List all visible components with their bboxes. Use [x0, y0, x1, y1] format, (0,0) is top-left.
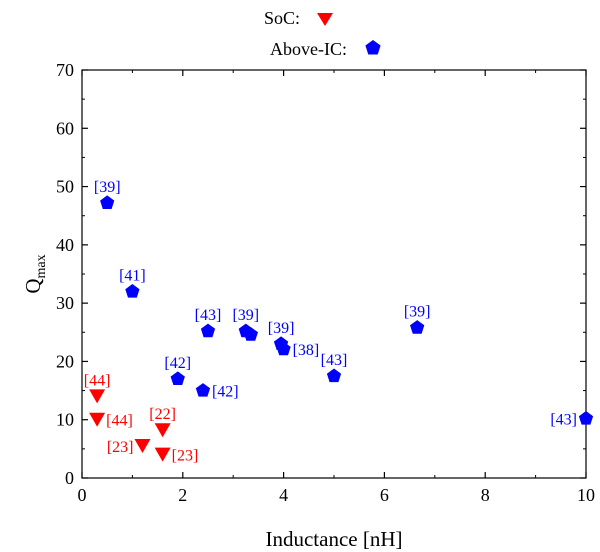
above-ic-point [125, 284, 140, 298]
x-axis-title: Inductance [nH] [265, 527, 402, 551]
y-tick-label: 60 [56, 118, 74, 138]
above-ic-point [410, 320, 425, 334]
point-ref-label: [44] [106, 413, 133, 430]
point-ref-label: [42] [164, 355, 191, 372]
above-ic-point [276, 341, 291, 356]
soc-point [89, 389, 106, 404]
x-axis-ticks: 0 2 4 6 8 10 [78, 70, 595, 505]
soc-point [154, 447, 171, 462]
legend-label-above-ic: Above-IC: [270, 39, 347, 59]
x-tick-label: 8 [481, 485, 490, 505]
above-ic-point [100, 195, 115, 209]
point-ref-label: [22] [149, 406, 176, 423]
point-ref-label: [41] [119, 267, 146, 284]
x-tick-label: 10 [577, 485, 595, 505]
y-axis-title-sub: max [34, 254, 49, 278]
point-ref-label: [39] [232, 307, 259, 324]
point-ref-label: [42] [212, 384, 239, 401]
point-ref-label: [44] [84, 372, 111, 389]
above-ic-point [170, 371, 185, 385]
x-tick-label: 6 [380, 485, 389, 505]
legend-label-soc: SoC: [264, 8, 300, 28]
y-tick-label: 50 [56, 177, 74, 197]
point-ref-label: [43] [321, 352, 348, 369]
legend-marker-above-ic [365, 40, 381, 55]
x-tick-label: 2 [178, 485, 187, 505]
soc-point [89, 412, 106, 427]
point-ref-label: [43] [550, 412, 577, 429]
point-ref-label: [43] [195, 307, 222, 324]
soc-point [134, 438, 151, 453]
y-tick-label: 70 [56, 60, 74, 80]
y-axis-ticks: 0 10 20 30 40 50 60 70 [56, 60, 586, 488]
y-tick-label: 30 [56, 293, 74, 313]
point-ref-label: [38] [293, 342, 320, 359]
y-tick-label: 40 [56, 235, 74, 255]
y-tick-label: 20 [56, 351, 74, 371]
y-tick-label: 10 [56, 410, 74, 430]
x-tick-label: 4 [279, 485, 288, 505]
point-ref-label: [39] [268, 320, 295, 337]
above-ic-point [578, 411, 594, 425]
x-tick-label: 0 [78, 485, 87, 505]
point-ref-label: [23] [107, 439, 134, 456]
point-ref-label: [39] [94, 179, 121, 196]
soc-point [154, 423, 171, 438]
above-ic-point [326, 368, 342, 383]
y-axis-title: Qmax [21, 254, 49, 293]
y-axis-title-main: Q [21, 278, 45, 293]
svg-text:Qmax: Qmax [21, 254, 49, 293]
point-ref-label: [23] [172, 448, 199, 465]
above-ic-point [200, 323, 216, 338]
data-points: [44] [44] [23] [22] [23] [39] [41] [42] [42] [43]… [84, 179, 594, 465]
above-ic-point [195, 383, 211, 397]
above-ic-point [243, 327, 258, 341]
legend-marker-soc [317, 13, 333, 26]
legend: SoC: Above-IC: [264, 8, 381, 59]
point-ref-label: [39] [404, 304, 431, 321]
y-tick-label: 0 [65, 468, 74, 488]
